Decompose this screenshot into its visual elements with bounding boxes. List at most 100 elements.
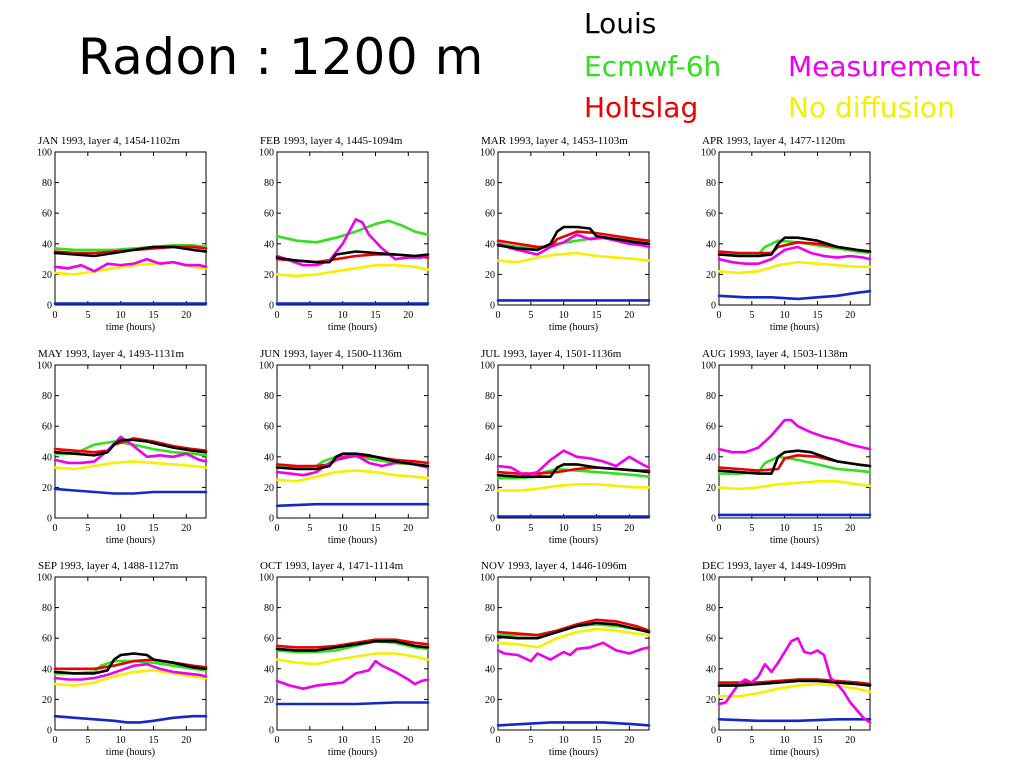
y-tick-label: 100 bbox=[259, 148, 274, 159]
chart-mar: MAR 1993, layer 4, 1453-1103m 0 20 40 60 80 10… bbox=[480, 135, 651, 333]
y-tick-label: 60 bbox=[42, 209, 52, 220]
y-tick-label: 20 bbox=[706, 483, 716, 494]
plot-frame bbox=[54, 364, 207, 519]
chart-title: DEC 1993, layer 4, 1449-1099m bbox=[702, 560, 847, 572]
y-tick-label: 40 bbox=[264, 664, 274, 675]
legend-no-diffusion: No diffusion bbox=[788, 91, 955, 124]
x-tick-label: 20 bbox=[624, 310, 634, 321]
y-tick-label: 40 bbox=[706, 239, 716, 250]
x-tick-label: 0 bbox=[275, 310, 280, 321]
y-tick-label: 60 bbox=[42, 634, 52, 645]
y-tick-label: 20 bbox=[485, 483, 495, 494]
y-tick-label: 0 bbox=[269, 301, 274, 312]
x-tick-label: 20 bbox=[181, 523, 191, 534]
y-tick-label: 20 bbox=[42, 270, 52, 281]
chart-title: JUN 1993, layer 4, 1500-1136m bbox=[260, 348, 402, 360]
chart-jul: JUL 1993, layer 4, 1501-1136m 0 20 40 60 80 10… bbox=[480, 348, 651, 546]
y-tick-label: 40 bbox=[706, 664, 716, 675]
x-tick-label: 5 bbox=[85, 735, 90, 746]
x-tick-label: 10 bbox=[116, 310, 126, 321]
plot-frame bbox=[497, 364, 650, 519]
x-tick-label: 10 bbox=[780, 310, 790, 321]
y-tick-label: 20 bbox=[485, 270, 495, 281]
y-tick-label: 60 bbox=[264, 209, 274, 220]
series-line-no-diffusion bbox=[275, 469, 430, 483]
chart-dec: DEC 1993, layer 4, 1449-1099m 0 20 40 60 80 10… bbox=[701, 560, 872, 758]
series-line-louis bbox=[496, 463, 651, 479]
series-line-blue bbox=[717, 289, 872, 301]
series-line-louis bbox=[496, 225, 651, 252]
series-line-no-diffusion bbox=[496, 251, 651, 264]
x-tick-label: 15 bbox=[591, 523, 601, 534]
y-tick-label: 100 bbox=[37, 361, 52, 372]
series-line-blue bbox=[275, 701, 430, 706]
x-axis-label: time (hours) bbox=[106, 535, 155, 546]
y-tick-label: 40 bbox=[485, 452, 495, 463]
chart-sep: SEP 1993, layer 4, 1488-1127m 0 20 40 60 80 10… bbox=[37, 560, 208, 758]
x-tick-label: 0 bbox=[53, 735, 58, 746]
y-tick-label: 60 bbox=[485, 634, 495, 645]
series-line-no-diffusion bbox=[717, 260, 872, 275]
x-axis-label: time (hours) bbox=[770, 747, 819, 758]
chart-title: OCT 1993, layer 4, 1471-1114m bbox=[260, 560, 404, 572]
y-tick-label: 80 bbox=[706, 391, 716, 402]
x-axis-label: time (hours) bbox=[328, 322, 377, 333]
x-tick-label: 15 bbox=[370, 310, 380, 321]
series-line-measurement bbox=[53, 257, 208, 273]
x-tick-label: 5 bbox=[749, 310, 754, 321]
series-line-measurement bbox=[53, 435, 208, 465]
chart-title: JUL 1993, layer 4, 1501-1136m bbox=[481, 348, 622, 360]
x-tick-label: 10 bbox=[780, 735, 790, 746]
series-line-no-diffusion bbox=[53, 668, 208, 687]
chart-title: MAR 1993, layer 4, 1453-1103m bbox=[481, 135, 628, 147]
y-tick-label: 100 bbox=[480, 148, 495, 159]
x-tick-label: 10 bbox=[780, 523, 790, 534]
x-tick-label: 5 bbox=[307, 735, 312, 746]
x-axis-label: time (hours) bbox=[328, 535, 377, 546]
y-tick-label: 80 bbox=[706, 178, 716, 189]
series-line-no-diffusion bbox=[275, 263, 430, 278]
y-tick-label: 0 bbox=[269, 514, 274, 525]
y-tick-label: 100 bbox=[701, 361, 716, 372]
y-tick-label: 40 bbox=[42, 664, 52, 675]
x-tick-label: 5 bbox=[749, 523, 754, 534]
series-line-no-diffusion bbox=[717, 479, 872, 491]
x-tick-label: 20 bbox=[845, 310, 855, 321]
plot-frame bbox=[54, 151, 207, 306]
x-axis-label: time (hours) bbox=[328, 747, 377, 758]
series-line-louis bbox=[275, 639, 430, 652]
plot-frame bbox=[54, 576, 207, 731]
y-tick-label: 0 bbox=[711, 301, 716, 312]
x-tick-label: 10 bbox=[116, 523, 126, 534]
legend-holtslag: Holtslag bbox=[584, 91, 699, 124]
y-tick-label: 40 bbox=[42, 239, 52, 250]
series-line-holtslag bbox=[275, 638, 430, 649]
plot-frame bbox=[276, 576, 429, 731]
x-tick-label: 15 bbox=[812, 523, 822, 534]
y-tick-label: 100 bbox=[37, 573, 52, 584]
series-line-louis bbox=[53, 245, 208, 258]
series-line-holtslag bbox=[717, 678, 872, 686]
x-tick-label: 15 bbox=[591, 310, 601, 321]
y-tick-label: 0 bbox=[47, 301, 52, 312]
series-line-measurement bbox=[717, 245, 872, 265]
series-line-no-diffusion bbox=[275, 652, 430, 666]
x-tick-label: 20 bbox=[181, 310, 191, 321]
series-line-measurement bbox=[717, 636, 872, 724]
y-tick-label: 80 bbox=[485, 178, 495, 189]
y-tick-label: 100 bbox=[701, 148, 716, 159]
y-tick-label: 60 bbox=[264, 422, 274, 433]
x-axis-label: time (hours) bbox=[106, 747, 155, 758]
y-tick-label: 80 bbox=[42, 178, 52, 189]
series-line-louis bbox=[496, 621, 651, 640]
chart-title: SEP 1993, layer 4, 1488-1127m bbox=[38, 560, 179, 572]
y-tick-label: 20 bbox=[42, 695, 52, 706]
chart-title: FEB 1993, layer 4, 1445-1094m bbox=[260, 135, 403, 147]
chart-jan: JAN 1993, layer 4, 1454-1102m 0 20 40 60 80 10… bbox=[37, 135, 208, 333]
plot-frame bbox=[718, 364, 871, 519]
x-axis-label: time (hours) bbox=[770, 535, 819, 546]
y-tick-label: 80 bbox=[485, 603, 495, 614]
series-line-louis bbox=[717, 449, 872, 475]
series-line-measurement bbox=[275, 659, 430, 691]
x-tick-label: 0 bbox=[717, 523, 722, 534]
